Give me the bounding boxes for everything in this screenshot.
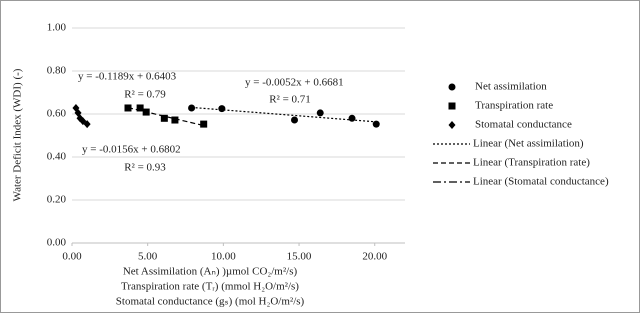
y-tick-label: 0.40: [47, 151, 67, 163]
point: [136, 104, 144, 112]
legend-label: Net assimilation: [475, 81, 547, 93]
point: [171, 116, 179, 124]
y-axis-label: Water Deficit Index (WDI) (-): [12, 68, 24, 201]
x-tick-label: 5.00: [138, 251, 158, 263]
point: [160, 114, 168, 122]
legend-marker: [448, 121, 456, 129]
x-axis-label: Stomatal conductance (gₛ) (mol H₂O/m²/s): [116, 296, 305, 308]
equation: R² = 0.71: [269, 94, 311, 106]
equation: y = -0.1189x + 0.6403: [78, 71, 177, 83]
x-tick-label: 10.00: [211, 251, 236, 263]
point: [316, 109, 324, 117]
x-axis-label: Transpiration rate (Tᵣ) (mmol H₂O/m²/s): [121, 281, 299, 293]
x-axis-label: Net Assimilation (Aₙ) )µmol CO₂/m²/s): [123, 266, 298, 278]
point: [348, 114, 356, 122]
y-tick-label: 1.00: [47, 22, 67, 34]
point: [372, 120, 380, 128]
y-tick-label: 0.60: [47, 108, 67, 120]
y-tick-label: 0.80: [47, 65, 67, 77]
legend-label: Linear (Transpiration rate): [473, 157, 590, 169]
y-tick-label: 0.00: [47, 237, 67, 249]
trendline: [191, 106, 377, 123]
equation: R² = 0.79: [124, 89, 166, 101]
equation: y = -0.0156x + 0.6802: [82, 144, 181, 156]
point: [124, 104, 132, 112]
y-tick-label: 0.20: [47, 194, 67, 206]
point: [291, 116, 299, 124]
equation: y = -0.0052x + 0.6681: [245, 77, 344, 89]
point: [83, 120, 91, 129]
point: [200, 120, 208, 128]
legend-marker: [448, 102, 456, 110]
point: [218, 105, 226, 113]
x-tick-label: 20.00: [362, 251, 387, 263]
x-tick-label: 0.00: [62, 251, 82, 263]
legend-label: Linear (Stomatal conductance): [473, 176, 609, 188]
legend-label: Linear (Net assimilation): [473, 138, 584, 150]
point: [188, 104, 196, 112]
equation: R² = 0.93: [124, 162, 166, 174]
legend-label: Stomatal conductance: [475, 119, 572, 131]
x-tick-label: 15.00: [287, 251, 312, 263]
point: [142, 108, 150, 116]
legend-marker: [448, 83, 456, 91]
legend-label: Transpiration rate: [475, 100, 553, 112]
